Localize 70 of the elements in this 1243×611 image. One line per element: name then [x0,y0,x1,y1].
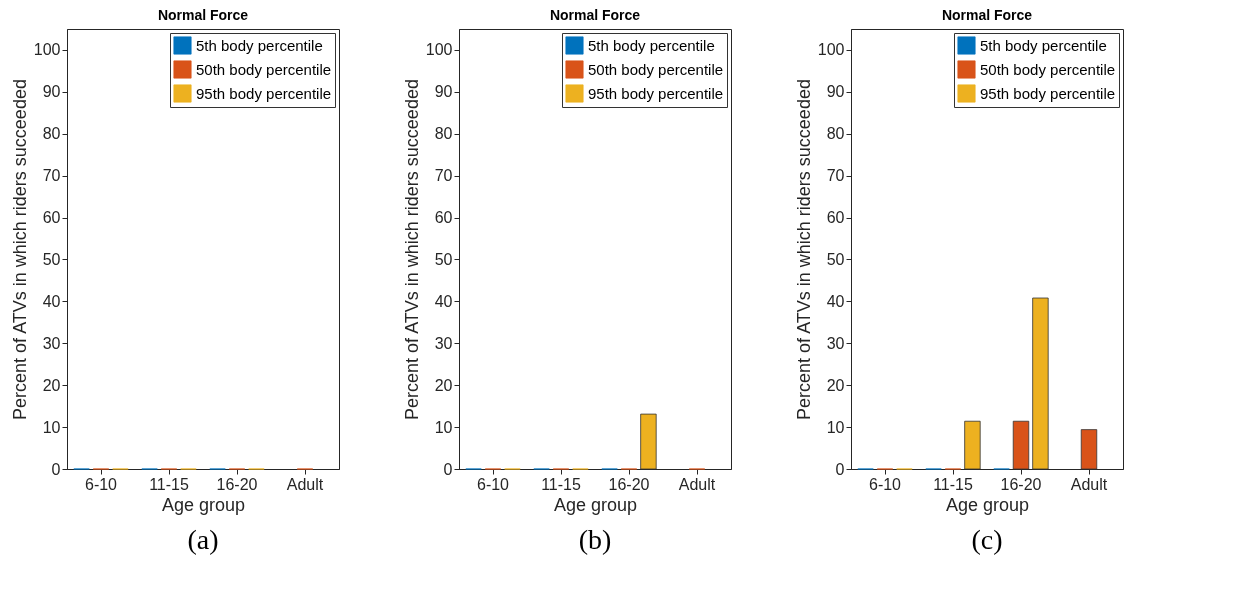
legend-label: 5th body percentile [588,36,715,54]
y-tick-label: 20 [42,376,61,394]
y-tick-label: 10 [42,418,61,436]
legend-label: 95th body percentile [196,84,332,102]
x-tick-label: Adult [286,475,324,493]
y-tick-label: 0 [443,460,453,478]
chart-title: Normal Force [157,7,249,23]
legend-label: 50th body percentile [196,60,332,78]
y-tick-label: 60 [434,209,453,227]
legend-label: 50th body percentile [588,60,724,78]
y-axis-title: Percent of ATVs in which riders succeeded [793,79,814,420]
y-tick-label: 50 [434,250,453,268]
chart-title: Normal Force [941,7,1033,23]
legend-label: 5th body percentile [196,36,323,54]
y-tick-label: 0 [51,460,61,478]
y-tick-label: 40 [826,292,845,310]
y-tick-label: 50 [826,250,845,268]
text: (b) [578,524,612,555]
x-tick-label: 6-10 [84,475,118,493]
y-tick-label: 30 [826,334,845,352]
x-tick-label: 16-20 [216,475,258,493]
legend-label: 95th body percentile [588,84,724,102]
bar [1012,420,1030,470]
text: (a) [187,524,219,555]
y-tick-label: 70 [434,167,453,185]
y-tick-label: 20 [434,376,453,394]
y-tick-label: 70 [42,167,61,185]
x-axis-title: Age group [945,494,1030,515]
x-tick-label: Adult [1070,475,1108,493]
y-tick-label: 20 [826,376,845,394]
y-tick-label: 0 [835,460,845,478]
bar [1032,297,1049,470]
y-tick-label: 30 [434,334,453,352]
y-tick-label: 40 [434,292,453,310]
y-tick-label: 80 [42,125,61,143]
x-tick-label: 16-20 [1000,475,1042,493]
x-tick-label: 6-10 [476,475,510,493]
legend-label: 95th body percentile [980,84,1116,102]
y-tick-label: 80 [434,125,453,143]
bar [964,420,981,470]
y-axis-title: Percent of ATVs in which riders succeeded [9,79,30,420]
x-tick-label: 16-20 [608,475,650,493]
y-tick-label: 100 [33,41,61,59]
x-tick-label: 6-10 [868,475,902,493]
y-tick-label: 100 [817,41,845,59]
y-tick-label: 50 [42,250,61,268]
y-tick-label: 70 [826,167,845,185]
x-tick-label: Adult [678,475,716,493]
legend-label: 50th body percentile [980,60,1116,78]
x-tick-label: 11-15 [933,475,973,493]
x-tick-label: 11-15 [541,475,581,493]
x-axis-title: Age group [161,494,246,515]
y-tick-label: 90 [42,83,61,101]
bar [1080,429,1098,470]
y-tick-label: 90 [434,83,453,101]
y-tick-label: 30 [42,334,61,352]
y-tick-label: 60 [42,209,61,227]
y-tick-label: 10 [434,418,453,436]
x-tick-label: 11-15 [149,475,189,493]
legend-label: 5th body percentile [980,36,1107,54]
x-axis-title: Age group [553,494,638,515]
text: (c) [971,524,1003,555]
y-tick-label: 60 [826,209,845,227]
y-axis-title: Percent of ATVs in which riders succeeded [401,79,422,420]
y-tick-label: 10 [826,418,845,436]
y-tick-label: 100 [425,41,453,59]
y-tick-label: 80 [826,125,845,143]
y-tick-label: 90 [826,83,845,101]
y-tick-label: 40 [42,292,61,310]
chart-title: Normal Force [549,7,641,23]
